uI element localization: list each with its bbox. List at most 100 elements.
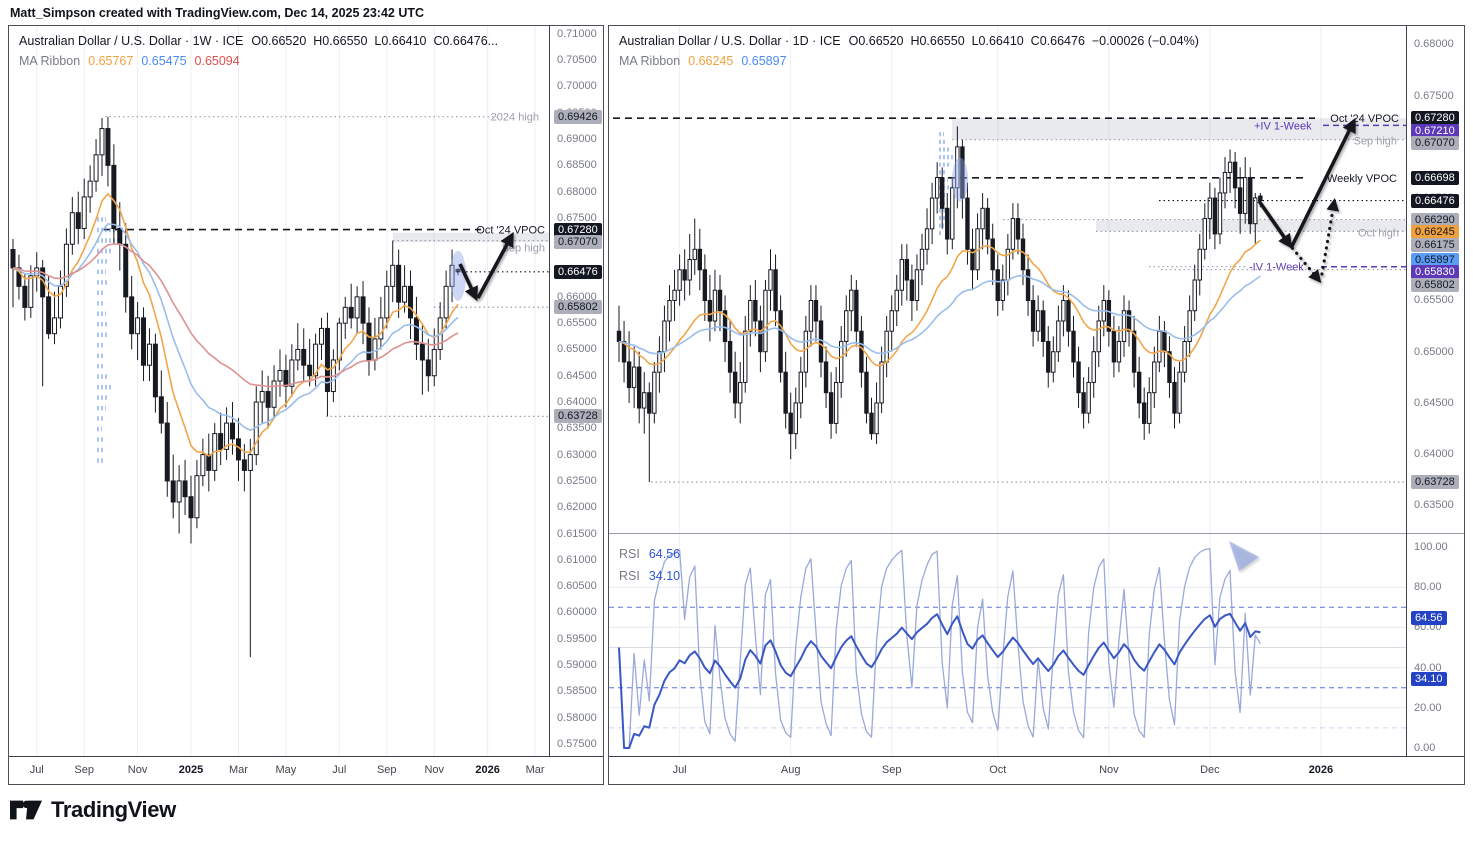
price-level-badge: 0.67280 (554, 222, 602, 237)
highlight-ellipse (450, 250, 466, 301)
price-level-badge: 0.67070 (1411, 136, 1459, 151)
time-axis-label: Sep (74, 764, 94, 776)
weekly-chart-panel[interactable]: 2024 high Oct '24 VPOC Sep high Australian… (8, 25, 604, 785)
price-axis-tick: 0.65000 (557, 343, 597, 356)
time-axis-label: Sep (376, 764, 397, 776)
price-level-badge: 0.67210 (1411, 123, 1459, 138)
rsi-label[interactable]: RSI (619, 569, 640, 583)
price-level-badge: 0.69426 (554, 109, 602, 124)
ma-value: 0.65475 (141, 54, 187, 68)
ma-line (618, 274, 1261, 355)
time-axis-label: Oct (989, 764, 1007, 776)
price-axis-tick: 0.58000 (557, 711, 597, 724)
rsi-axis-tick: 20.00 (1414, 701, 1442, 714)
indicator-name[interactable]: MA Ribbon (619, 54, 681, 68)
indicator-name[interactable]: MA Ribbon (19, 54, 81, 68)
level-label: Sep high (1354, 136, 1397, 148)
daily-chart-canvas[interactable]: Oct '24 VPOC +IV 1-Week Sep high Weekly VPO… (609, 26, 1464, 784)
price-axis-tick: 0.67500 (557, 211, 597, 224)
price-level-badge: 0.66476 (554, 264, 602, 279)
symbol-row: Australian Dollar / U.S. Dollar · 1W · I… (19, 31, 498, 51)
ohlc-values: O0.66520 H0.66550 L0.66410 C0.66476 −0.0… (848, 34, 1199, 48)
annotation-arrows (458, 231, 514, 302)
price-level-badge: 0.66698 (1411, 170, 1459, 185)
weekly-chart-legend: Australian Dollar / U.S. Dollar · 1W · I… (19, 31, 498, 71)
price-axis-tick: 0.69000 (557, 133, 597, 146)
price-axis-tick: 0.65000 (1414, 345, 1454, 358)
price-axis-tick: 0.64000 (557, 396, 597, 409)
price-axis-tick: 0.67500 (1414, 89, 1454, 102)
tradingview-logo[interactable]: TradingView (10, 795, 176, 825)
rsi-axis-tick: 40.00 (1414, 661, 1442, 674)
symbol-title[interactable]: Australian Dollar / U.S. Dollar · 1D · I… (619, 34, 841, 48)
price-level-badge: 0.66290 (1411, 212, 1459, 227)
rsi-axis-tick: 0.00 (1414, 742, 1436, 754)
daily-chart-panel[interactable]: Oct '24 VPOC +IV 1-Week Sep high Weekly VPO… (608, 25, 1465, 785)
rsi-label[interactable]: RSI (619, 547, 640, 561)
time-axis-label: Jul (332, 764, 347, 776)
candlestick-series (10, 116, 461, 658)
rsi-axis-tick: 80.00 (1414, 581, 1442, 594)
rsi-legend-row: RSI 64.56 (619, 543, 680, 565)
pointer-annotation (1229, 541, 1259, 571)
level-label: Oct '24 VPOC (1330, 113, 1399, 125)
symbol-row: Australian Dollar / U.S. Dollar · 1D · I… (619, 31, 1199, 51)
rsi-value-badge: 64.56 (1411, 611, 1447, 626)
tradingview-logo-icon (10, 800, 42, 820)
price-axis-tick: 0.71000 (557, 27, 597, 40)
time-axis-label: Aug (780, 764, 801, 776)
price-axis-tick: 0.59500 (557, 632, 597, 645)
price-level-badge: 0.66245 (1411, 225, 1459, 240)
level-label: Oct '24 VPOC (476, 225, 545, 237)
ma-value: 0.66245 (688, 54, 734, 68)
ma-line (12, 243, 459, 388)
price-level-badge: 0.65802 (554, 300, 602, 315)
symbol-title[interactable]: Australian Dollar / U.S. Dollar · 1W · I… (19, 34, 244, 48)
time-axis-label: Nov (127, 764, 148, 776)
price-axis-tick: 0.60500 (557, 580, 597, 593)
price-axis-tick: 0.59000 (557, 659, 597, 671)
price-axis-tick: 0.60000 (557, 606, 597, 619)
candlestick-series (616, 126, 1263, 482)
price-axis-tick: 0.64500 (557, 369, 597, 382)
level-label: +IV 1-Week (1254, 120, 1312, 132)
tradingview-logo-text: TradingView (51, 797, 176, 822)
price-axis-tick: 0.64500 (1414, 396, 1454, 409)
price-axis-tick: 0.66000 (557, 290, 597, 303)
attribution-text: Matt_Simpson created with TradingView.co… (10, 6, 425, 20)
level-label: -IV 1-Week (1249, 262, 1304, 274)
price-axis-tick: 0.63000 (557, 448, 597, 461)
time-axis-label: 2026 (475, 764, 500, 776)
rsi-value: 64.56 (648, 547, 681, 561)
rsi-value: 34.10 (648, 569, 681, 583)
ma-value: 0.65094 (194, 54, 240, 68)
price-axis-tick: 0.61500 (557, 527, 597, 540)
indicator-row: MA Ribbon 0.66245 0.65897 (619, 51, 1199, 71)
price-axis-tick: 0.68000 (557, 185, 597, 198)
price-axis-tick: 0.64000 (1414, 448, 1454, 461)
rsi-axis-tick: 100.00 (1414, 541, 1448, 553)
ma-line (12, 192, 459, 457)
level-label: Oct high (1358, 227, 1399, 239)
price-axis-tick: 0.68000 (1414, 38, 1454, 51)
level-label: 2024 high (491, 112, 539, 124)
daily-chart-legend: Australian Dollar / U.S. Dollar · 1D · I… (619, 31, 1199, 71)
price-level-badge: 0.67070 (554, 235, 602, 250)
gridlines (679, 26, 1322, 756)
price-level-badge: 0.66476 (1411, 193, 1459, 208)
time-axis-label: Jul (672, 764, 687, 776)
time-axis-label: Mar (525, 764, 545, 776)
time-axis-label: Sep (881, 764, 902, 776)
price-axis-tick: 0.63500 (1414, 499, 1454, 512)
price-axis-tick: 0.70500 (557, 54, 597, 67)
rsi-line (618, 612, 1261, 749)
time-axis-label: May (275, 764, 297, 776)
indicator-row: MA Ribbon 0.65767 0.65475 0.65094 (19, 51, 498, 71)
rsi-value-badge: 34.10 (1411, 672, 1447, 687)
highlight-ellipse (952, 157, 968, 202)
ma-value: 0.65897 (741, 54, 787, 68)
price-axis-tick: 0.63500 (557, 422, 597, 435)
price-axis-tick: 0.68500 (557, 159, 597, 172)
